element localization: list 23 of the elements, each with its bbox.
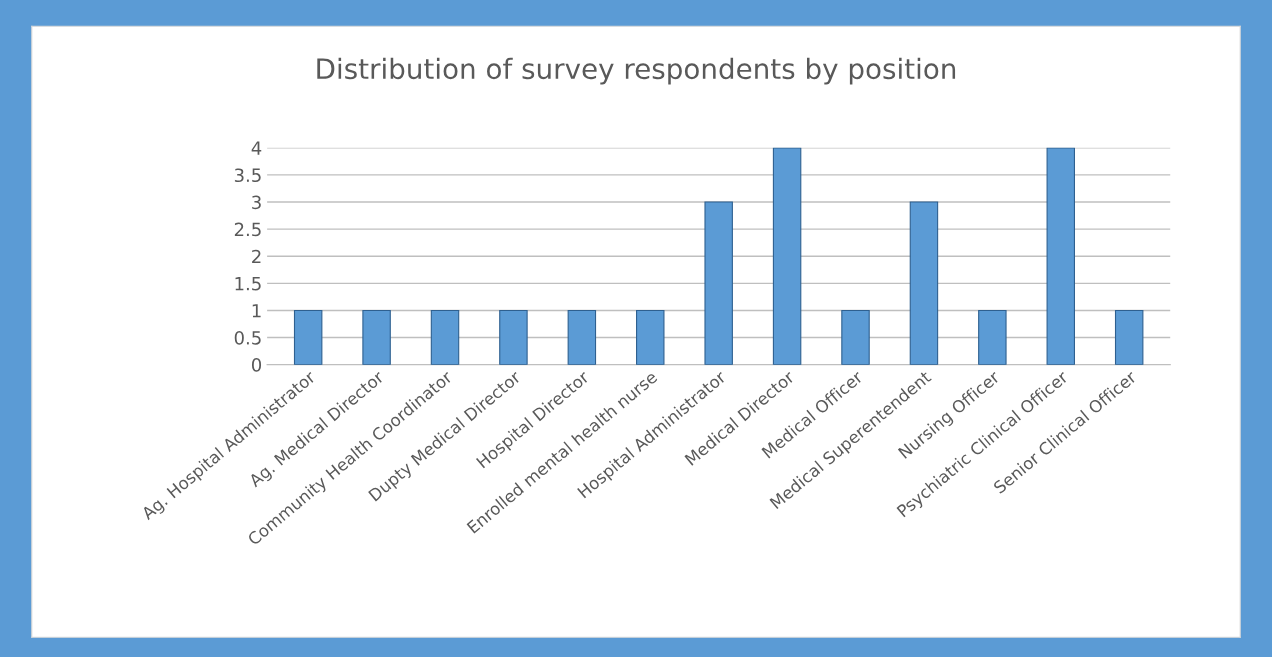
y-tick-label: 2.5 [234, 222, 261, 237]
bar [430, 309, 460, 365]
bar [978, 309, 1007, 365]
bar [293, 309, 323, 365]
bar [567, 309, 597, 365]
bar [362, 309, 391, 365]
chart-title: Distribution of survey respondents by position [317, 57, 956, 85]
bar [704, 201, 733, 365]
bar [841, 309, 870, 365]
bar [772, 147, 802, 365]
y-tick-label: 3.5 [234, 168, 261, 183]
bar [499, 309, 528, 365]
y-tick-label: 1.5 [235, 277, 261, 291]
bar [1114, 309, 1144, 365]
y-tick-label: 3 [252, 195, 261, 210]
y-tick-label: 0 [251, 358, 262, 372]
y-tick-label: 1 [252, 304, 261, 318]
y-tick-label: 2 [252, 249, 261, 264]
y-tick-label: 0.5 [234, 330, 261, 345]
y-tick-label: 4 [251, 141, 262, 155]
bar [909, 201, 939, 365]
bar [636, 309, 665, 365]
bar [1046, 147, 1076, 365]
